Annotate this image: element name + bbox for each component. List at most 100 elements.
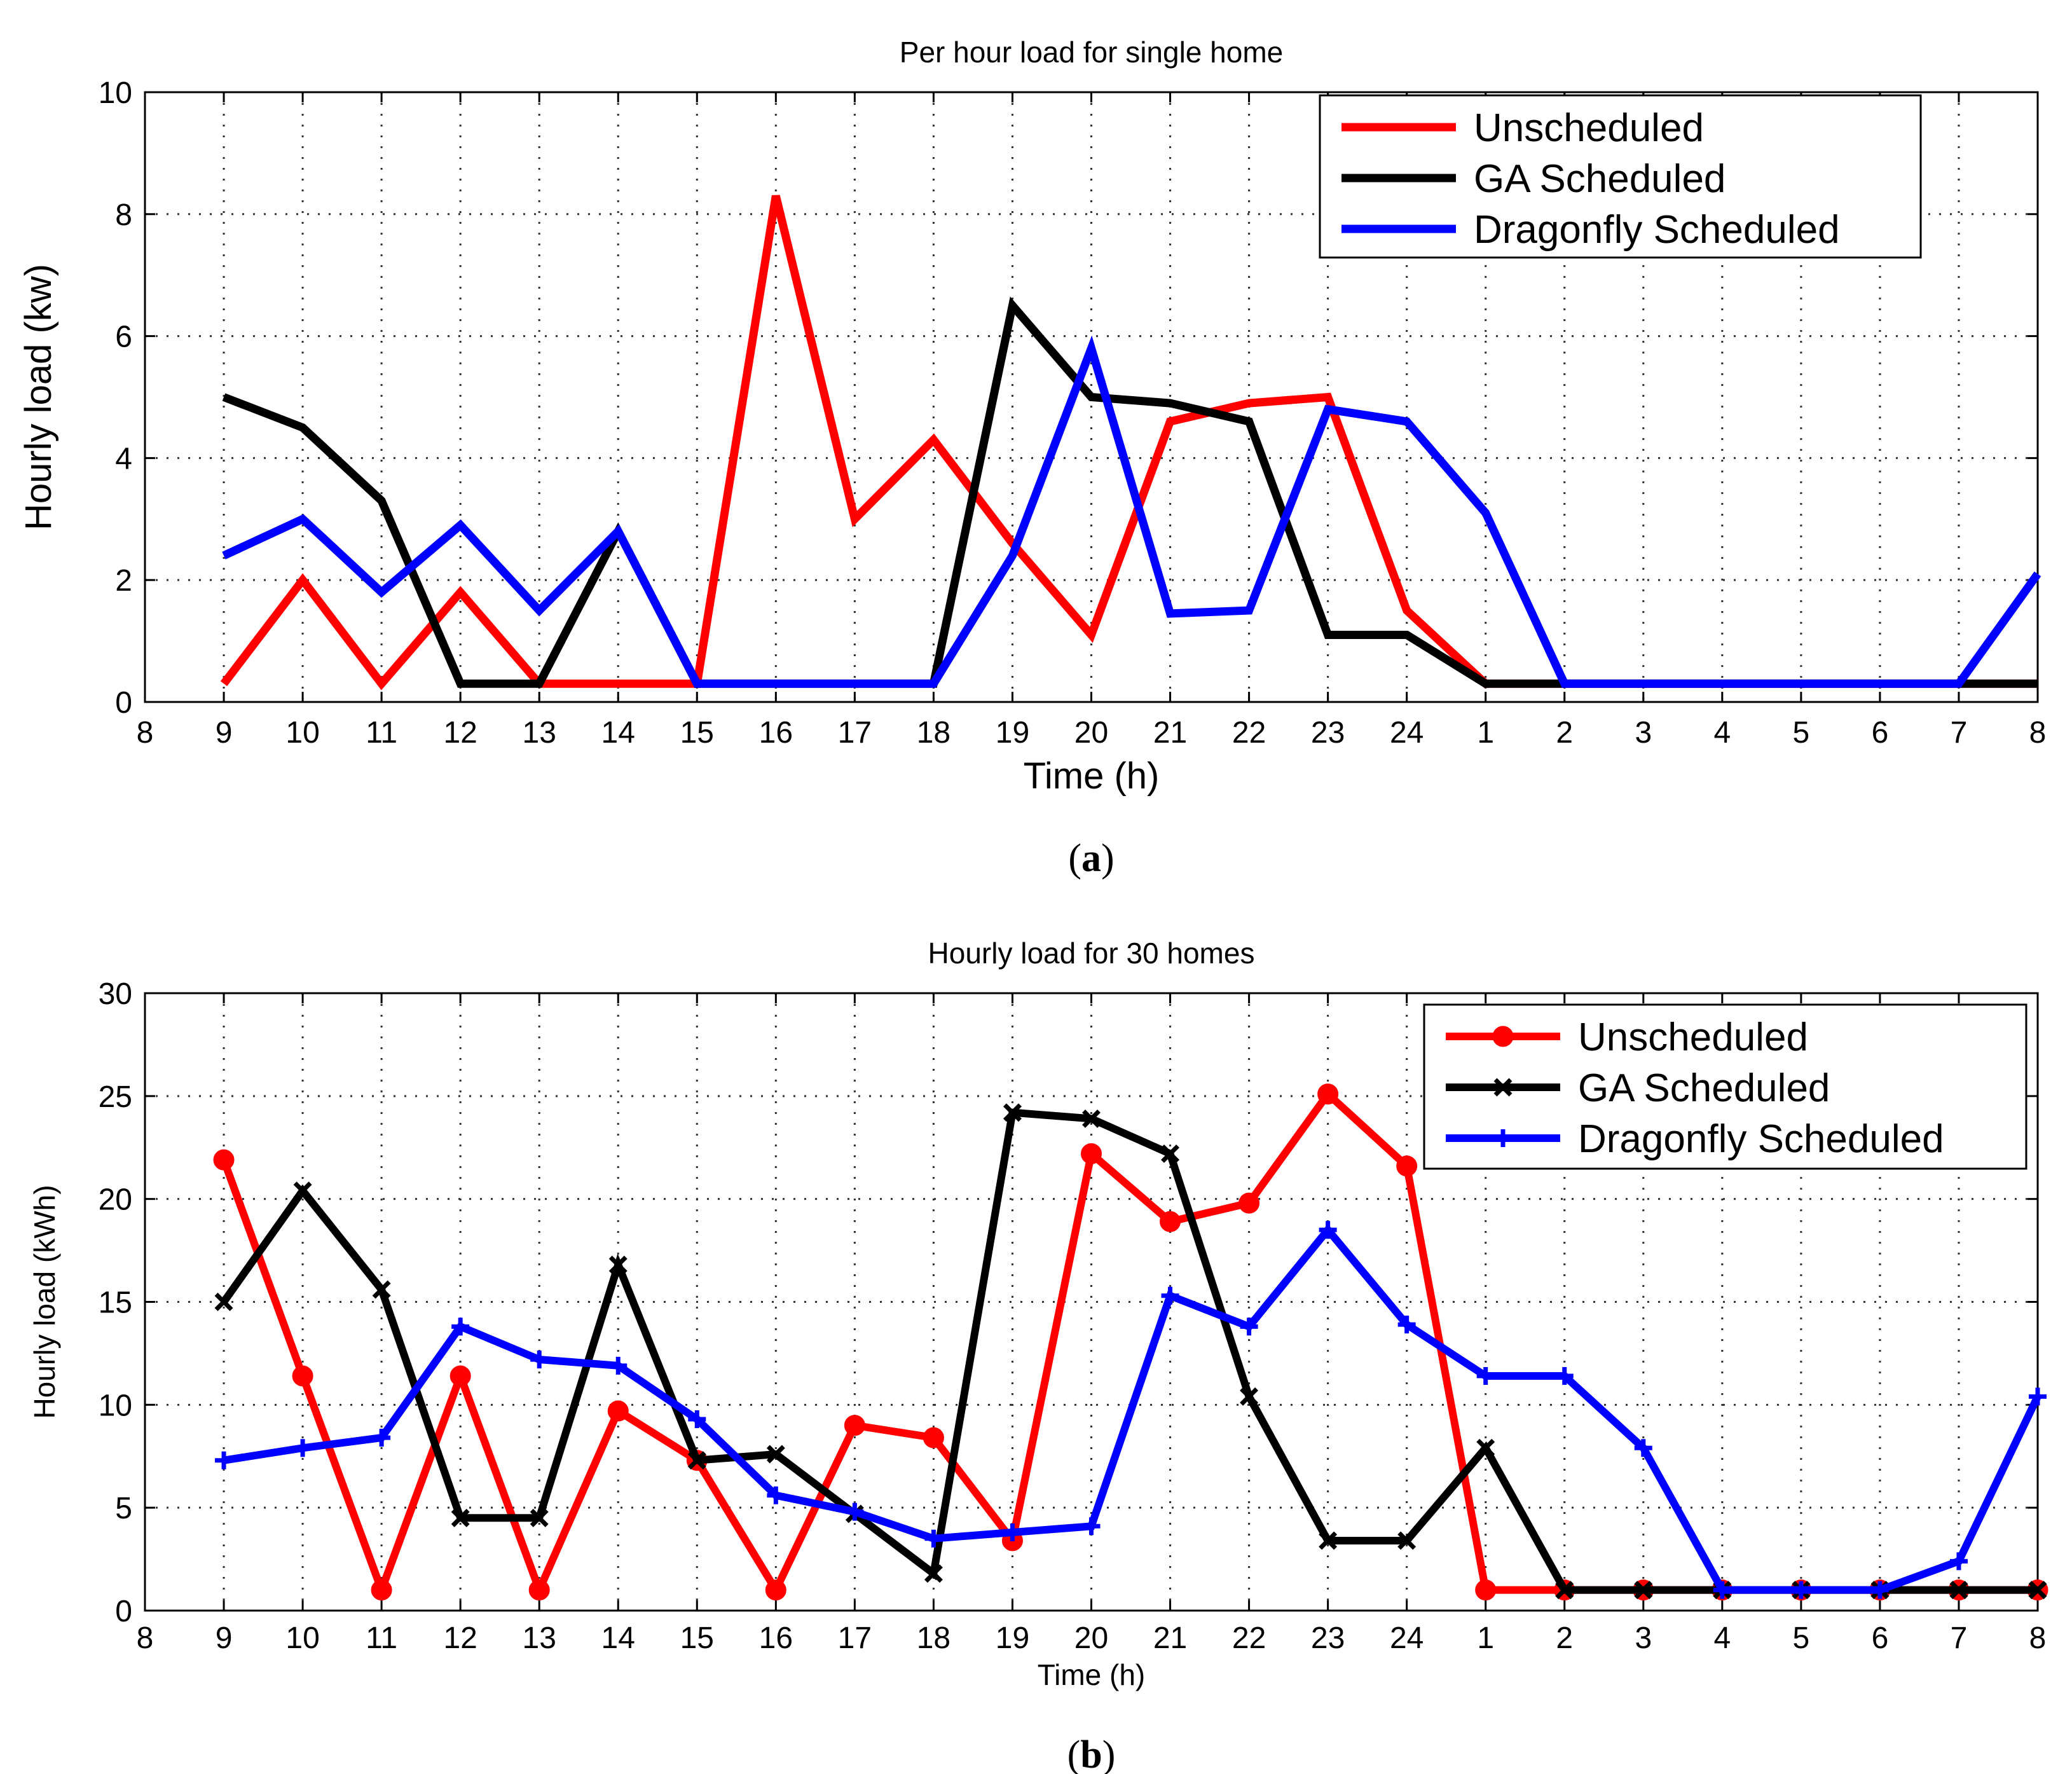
data-point: [293, 1181, 312, 1200]
data-point: [1317, 1083, 1339, 1105]
data-point: [292, 1365, 313, 1387]
y-tick-label: 30: [99, 977, 132, 1011]
data-point: [924, 1564, 943, 1583]
data-point: [1476, 1367, 1495, 1386]
data-point: [371, 1579, 392, 1601]
y-tick-label: 6: [115, 320, 132, 354]
data-point: [767, 1486, 785, 1504]
x-tick-label: 21: [1153, 716, 1187, 750]
x-tick-label: 7: [1951, 1621, 1968, 1655]
legend-label: Unscheduled: [1578, 1015, 1808, 1059]
data-point: [609, 1356, 628, 1375]
data-point: [1555, 1581, 1574, 1600]
data-point: [1475, 1579, 1497, 1601]
data-point: [924, 1529, 943, 1548]
data-point: [1081, 1143, 1102, 1164]
data-point: [1792, 1581, 1810, 1599]
data-point: [687, 1451, 706, 1470]
x-tick-label: 19: [996, 1621, 1029, 1655]
y-tick-label: 10: [99, 76, 132, 110]
data-point: [1397, 1316, 1416, 1334]
x-tick-label: 17: [838, 1621, 872, 1655]
data-point: [1240, 1387, 1259, 1406]
x-tick-label: 4: [1713, 1621, 1731, 1655]
x-tick-label: 7: [1951, 716, 1968, 750]
x-tick-label: 13: [523, 1621, 556, 1655]
x-tick-label: 1: [1477, 716, 1494, 750]
data-point: [213, 1149, 235, 1171]
data-point: [1319, 1531, 1338, 1550]
x-tick-label: 22: [1232, 716, 1266, 750]
x-tick-label: 18: [917, 716, 950, 750]
data-point: [451, 1317, 470, 1336]
x-tick-label: 21: [1153, 1621, 1187, 1655]
x-tick-label: 9: [216, 716, 233, 750]
x-tick-label: 12: [443, 1621, 477, 1655]
data-point: [766, 1445, 785, 1464]
data-point: [1396, 1155, 1418, 1177]
data-point: [1949, 1581, 1968, 1600]
series-dragonfly-scheduled: [222, 335, 2041, 688]
x-tick-label: 5: [1793, 1621, 1810, 1655]
x-tick-label: 24: [1390, 716, 1424, 750]
x-tick-label: 18: [917, 1621, 950, 1655]
x-tick-label: 2: [1556, 716, 1573, 750]
x-tick-label: 8: [137, 716, 154, 750]
x-tick-label: 13: [523, 716, 556, 750]
x-tick-label: 17: [838, 716, 872, 750]
data-point: [2028, 1581, 2047, 1600]
data-point: [765, 1579, 786, 1601]
data-point: [451, 1508, 470, 1527]
caption-b: (b): [1067, 1733, 1116, 1774]
y-tick-label: 10: [99, 1389, 132, 1422]
y-tick-label: 25: [99, 1080, 132, 1114]
data-point: [214, 1293, 233, 1311]
x-tick-label: 20: [1074, 716, 1108, 750]
x-tick-label: 8: [2029, 716, 2047, 750]
legend-label: Dragonfly Scheduled: [1474, 208, 1840, 252]
data-point: [607, 1400, 629, 1422]
chart-a-legend: Unscheduled GA Scheduled Dragonfly Schedul…: [1319, 94, 1922, 259]
x-tick-label: 4: [1713, 716, 1731, 750]
data-point: [1634, 1581, 1653, 1600]
x-tick-label: 3: [1635, 716, 1652, 750]
x-tick-label: 8: [137, 1621, 154, 1655]
x-tick-label: 11: [366, 716, 397, 750]
data-point: [1160, 1211, 1181, 1232]
series-unscheduled: [220, 195, 2038, 691]
x-axis-label: Time (h): [1038, 1658, 1146, 1691]
x-tick-label: 8: [2029, 1621, 2047, 1655]
data-point: [1634, 1439, 1652, 1457]
legend-marker: [1492, 1026, 1514, 1047]
data-point: [1240, 1317, 1258, 1336]
data-point: [1161, 1286, 1179, 1305]
data-point: [1319, 1221, 1337, 1239]
chart-b-legend: Unscheduled GA Scheduled Dragonfly Schedul…: [1423, 1003, 2027, 1170]
caption-letter: b: [1080, 1733, 1102, 1774]
data-point: [1476, 1438, 1495, 1457]
x-tick-label: 12: [443, 716, 477, 750]
y-tick-label: 8: [115, 198, 132, 232]
series-line: [222, 335, 2041, 688]
data-point: [215, 1451, 233, 1469]
chart-b: 8 9 10 11 12 13 14 15 16 17 18 19 20 21 22 23 24 1 2 3 4 5 6 7 8…: [28, 937, 2048, 1774]
caption-letter: a: [1081, 837, 1101, 880]
data-point: [1238, 1192, 1260, 1214]
chart-a: 8 9 10 11 12 13 14 15 16 17 18 19 20 21 22 23 24 1 2 3 4 5 6 7 8…: [18, 36, 2046, 880]
data-point: [528, 1579, 550, 1601]
x-tick-label: 9: [216, 1621, 233, 1655]
data-point: [1082, 1517, 1101, 1536]
x-tick-label: 16: [759, 716, 793, 750]
x-tick-label: 24: [1390, 1621, 1424, 1655]
data-point: [846, 1502, 864, 1521]
data-point: [373, 1429, 391, 1447]
x-tick-label: 23: [1311, 716, 1345, 750]
y-tick-label: 20: [99, 1183, 132, 1217]
series-dragonfly-scheduled: [215, 1221, 2047, 1599]
data-point: [530, 1351, 549, 1369]
x-tick-label: 6: [1872, 1621, 1889, 1655]
x-tick-label: 16: [759, 1621, 793, 1655]
y-tick-label: 2: [115, 564, 132, 598]
data-point: [1003, 1523, 1022, 1542]
